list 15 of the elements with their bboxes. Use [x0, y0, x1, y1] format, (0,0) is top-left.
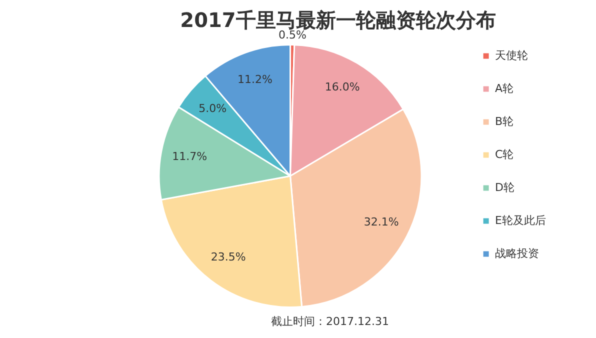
- data-label: 32.1%: [364, 216, 399, 229]
- legend-label: C轮: [495, 148, 514, 161]
- legend-label: B轮: [495, 114, 514, 128]
- legend-label: E轮及此后: [495, 214, 546, 227]
- data-label: 0.5%: [278, 28, 306, 42]
- legend-label: A轮: [495, 82, 514, 95]
- legend-label: D轮: [495, 180, 515, 194]
- data-label: 16.0%: [324, 80, 360, 94]
- data-label: 11.2%: [238, 72, 272, 86]
- legend-label: 战略投资: [495, 246, 540, 260]
- data-label: 5.0%: [198, 102, 227, 116]
- legend-label: 天使轮: [495, 48, 528, 62]
- data-label: 23.5%: [210, 250, 246, 264]
- data-label: 11.7%: [172, 150, 208, 163]
- text: 截止时间：2017.12.31: [271, 314, 389, 328]
